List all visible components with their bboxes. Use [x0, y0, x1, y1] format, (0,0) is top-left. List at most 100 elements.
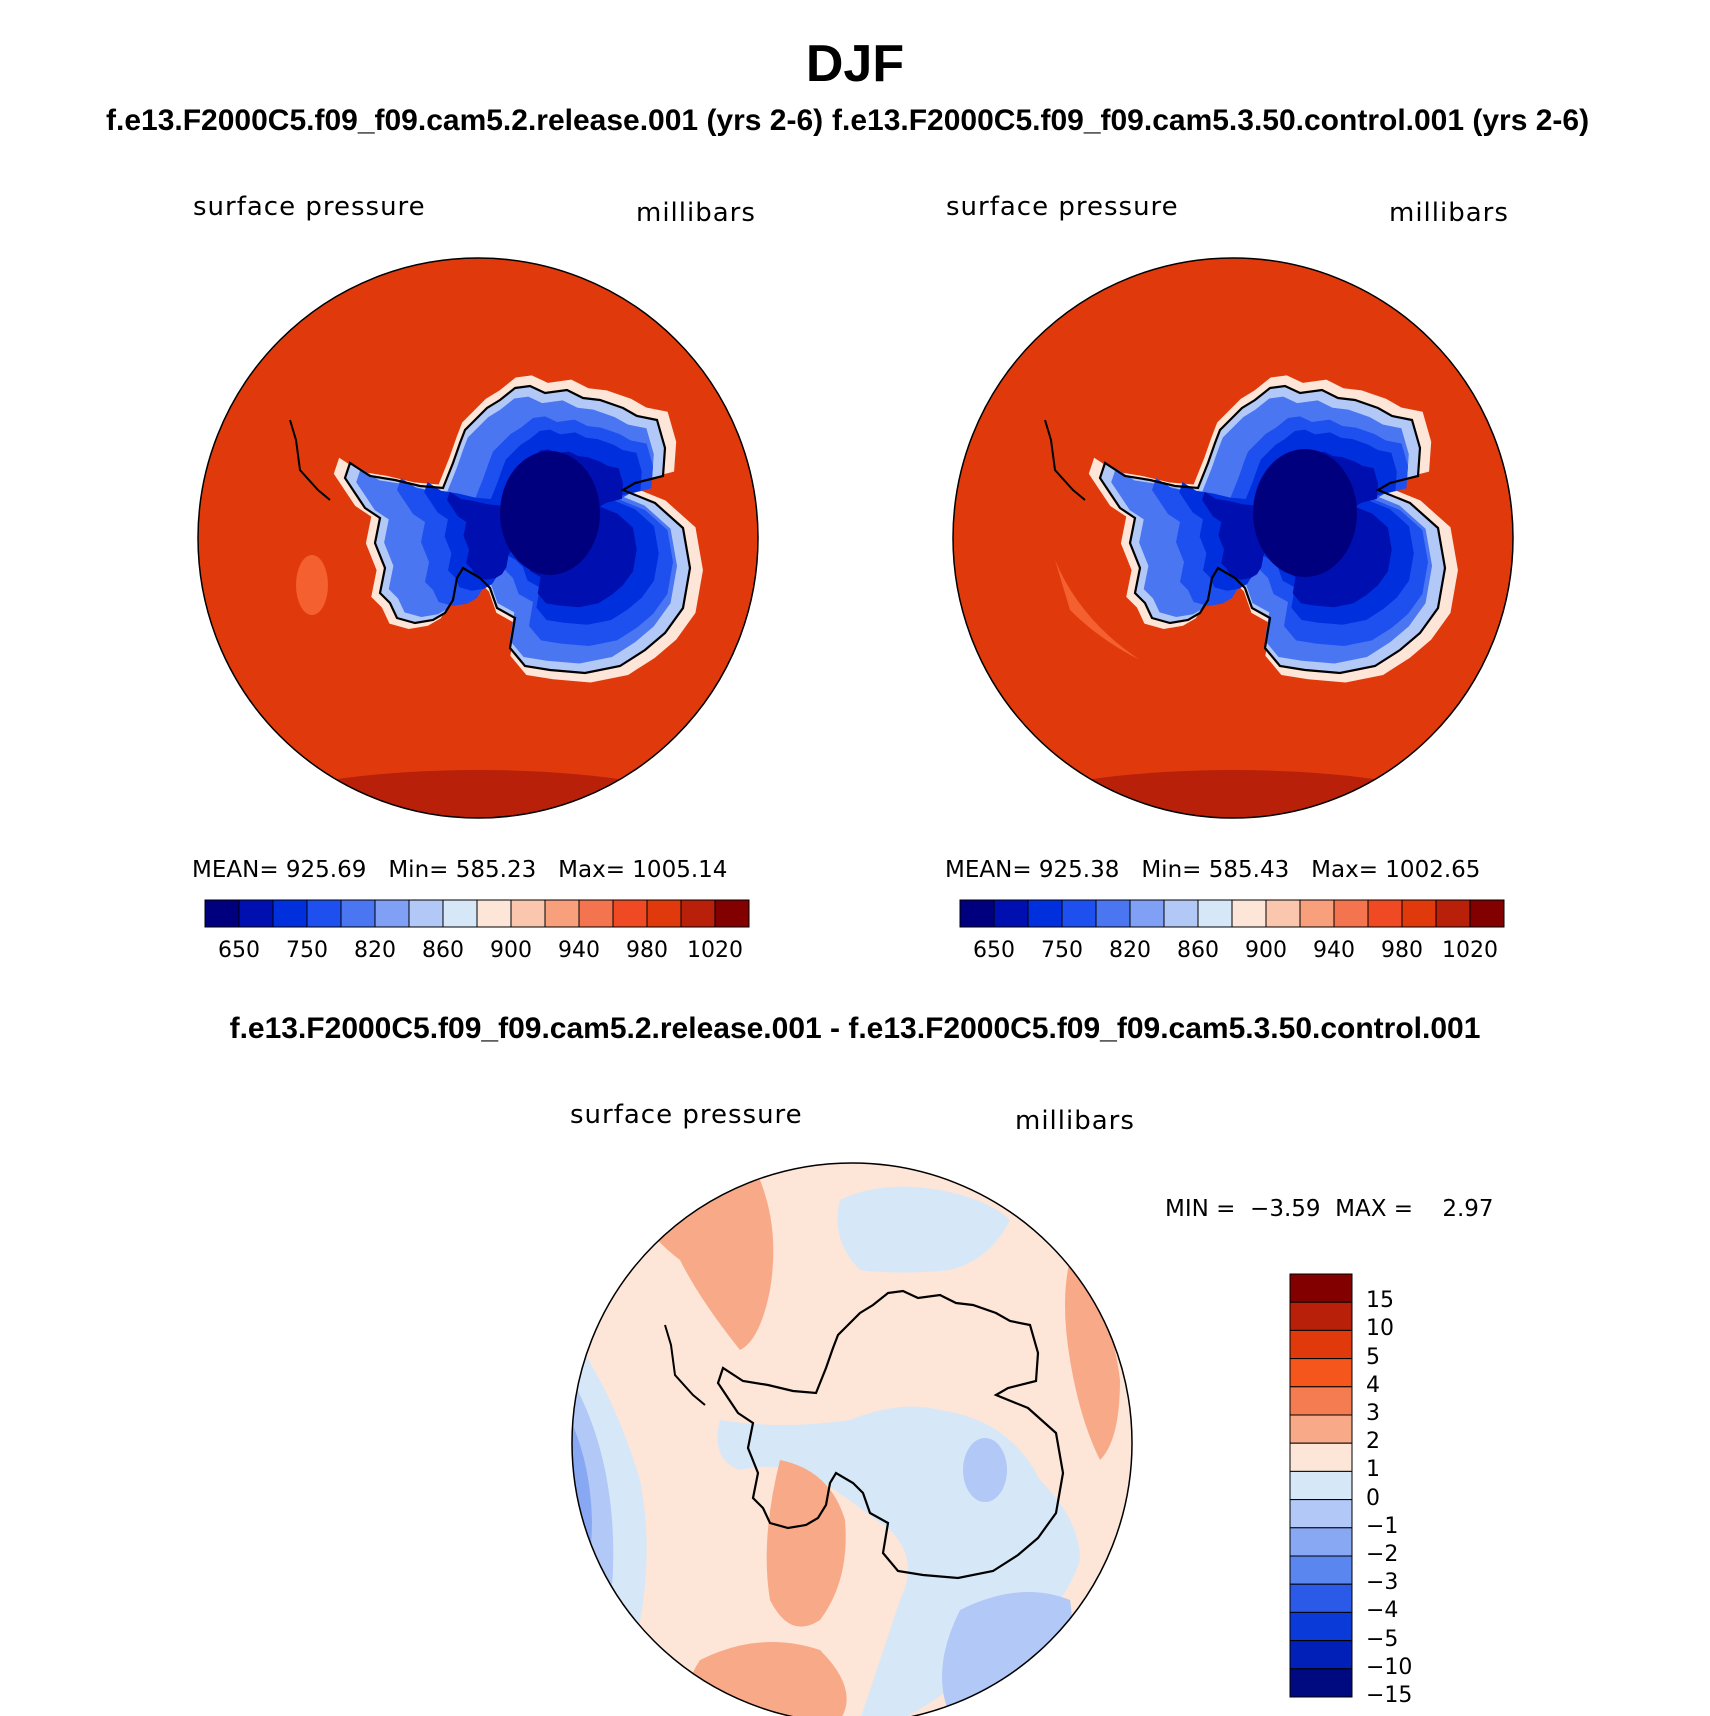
panel-2-min-value: 585.43 — [1208, 857, 1290, 883]
colorbar-tick-label: 1020 — [1442, 938, 1498, 963]
colorbar-swatch — [1095, 899, 1131, 928]
panel-2-plateau-minimum — [1253, 449, 1357, 577]
panel-1-plateau-minimum — [500, 451, 600, 575]
panel-1-peninsula-coast — [289, 419, 331, 501]
colorbar-swatch — [306, 899, 342, 928]
colorbar-tick-label: 15 — [1366, 1288, 1394, 1314]
panel-2-case-title: f.e13.F2000C5.f09_f09.cam5.3.50.control.… — [832, 104, 1590, 137]
panel-1-max-value: 1005.14 — [632, 857, 728, 883]
colorbar-tick-label: 860 — [1177, 938, 1219, 963]
panel-2-min-label: Min= — [1141, 857, 1202, 883]
colorbar-tick-label: 820 — [354, 938, 396, 963]
diff-min-label: MIN = — [1165, 1196, 1236, 1222]
colorbar-tick-label: −4 — [1366, 1598, 1399, 1624]
colorbar-tick-label: 980 — [626, 938, 668, 963]
colorbar-swatch — [272, 899, 308, 928]
panel-2-variable-label: surface pressure — [946, 192, 1179, 222]
colorbar-tick-label: 860 — [422, 938, 464, 963]
panel-2-map — [953, 258, 1513, 818]
colorbar-tick-label: 3 — [1366, 1401, 1380, 1426]
diff-variable-label: surface pressure — [570, 1100, 803, 1130]
colorbar-swatch — [204, 899, 240, 928]
colorbar-swatch — [238, 899, 274, 928]
diff-map — [572, 1163, 1132, 1716]
panel-2-units-label: millibars — [1389, 198, 1509, 228]
colorbar-swatch — [1265, 899, 1301, 928]
figure-title: DJF — [805, 35, 905, 93]
panel-2-max-label: Max= — [1311, 857, 1378, 883]
colorbar-tick-label: 650 — [973, 938, 1015, 963]
panel-1-mean-value: 925.69 — [285, 857, 367, 883]
panel-1-colorbar — [204, 899, 750, 928]
colorbar-swatch — [1163, 899, 1199, 928]
colorbar-swatch — [340, 899, 376, 928]
colorbar-tick-label: 980 — [1381, 938, 1423, 963]
colorbar-swatch — [1469, 899, 1505, 928]
panel-1-max-label: Max= — [558, 857, 625, 883]
panel-1-stats: MEAN= 925.69 Min= 585.23 Max= 1005.14 — [192, 857, 727, 883]
colorbar-swatch — [1289, 1273, 1353, 1303]
colorbar-tick-label: 1 — [1366, 1457, 1380, 1483]
colorbar-swatch — [1061, 899, 1097, 928]
panel-2-mean-value: 925.38 — [1038, 857, 1120, 883]
colorbar-tick-label: −5 — [1366, 1626, 1399, 1652]
colorbar-swatch — [1289, 1640, 1353, 1670]
panel-2-ocean-patch — [1055, 560, 1140, 660]
diff-max-label: MAX = — [1335, 1196, 1414, 1222]
colorbar-tick-label: 940 — [1313, 938, 1355, 963]
colorbar-swatch — [1231, 899, 1267, 928]
colorbar-swatch — [1289, 1470, 1353, 1501]
panel-1-min-value: 585.23 — [455, 857, 537, 883]
colorbar-swatch — [476, 899, 512, 928]
diff-units-label: millibars — [1015, 1106, 1135, 1136]
colorbar-swatch — [1289, 1386, 1353, 1416]
colorbar-swatch — [1289, 1329, 1353, 1360]
colorbar-swatch — [1289, 1301, 1353, 1331]
panel-1-variable-label: surface pressure — [193, 192, 426, 222]
diff-neg-north — [837, 1186, 1010, 1273]
colorbar-swatch — [408, 899, 444, 928]
panel-2-mean-label: MEAN= — [945, 857, 1032, 883]
colorbar-tick-label: 5 — [1366, 1344, 1380, 1370]
diff-min-value: −3.59 — [1250, 1196, 1321, 1222]
colorbar-tick-label: 820 — [1109, 938, 1151, 963]
colorbar-swatch — [714, 899, 750, 928]
diff-map-border — [571, 1162, 1133, 1716]
panel-1-mean-label: MEAN= — [192, 857, 279, 883]
colorbar-swatch — [1299, 899, 1335, 928]
colorbar-tick-label: −10 — [1366, 1654, 1413, 1680]
colorbar-swatch — [1289, 1668, 1353, 1698]
colorbar-tick-label: −1 — [1366, 1513, 1399, 1539]
colorbar-swatch — [1435, 899, 1471, 928]
panel-1-ocean-patch — [296, 555, 328, 615]
colorbar-tick-label: 10 — [1366, 1316, 1394, 1342]
colorbar-swatch — [1027, 899, 1063, 928]
panel-1-map-border — [197, 257, 759, 819]
colorbar-swatch — [1197, 899, 1233, 928]
colorbar-swatch — [646, 899, 682, 928]
colorbar-swatch — [1367, 899, 1403, 928]
colorbar-swatch — [1289, 1414, 1353, 1444]
colorbar-swatch — [1289, 1358, 1353, 1388]
diff-neg-core — [963, 1438, 1007, 1502]
diff-colorbar — [1289, 1273, 1353, 1698]
panel-1-units-label: millibars — [636, 198, 756, 228]
diff-pos-east — [1065, 1260, 1120, 1460]
colorbar-swatch — [1401, 899, 1437, 928]
colorbar-tick-label: 0 — [1366, 1485, 1380, 1511]
colorbar-swatch — [959, 899, 995, 928]
panel-1-case-title: f.e13.F2000C5.f09_f09.cam5.2.release.001… — [106, 104, 824, 137]
panel-2-stats: MEAN= 925.38 Min= 585.43 Max= 1002.65 — [945, 857, 1480, 883]
diff-stats: MIN = −3.59 MAX = 2.97 — [1165, 1196, 1494, 1222]
colorbar-tick-label: 900 — [490, 938, 532, 963]
colorbar-tick-label: 940 — [558, 938, 600, 963]
colorbar-swatch — [1289, 1611, 1353, 1642]
diff-peninsula-coast — [664, 1324, 706, 1406]
diff-neg-southeast — [942, 1592, 1072, 1716]
panel-2-colorbar — [959, 899, 1505, 928]
colorbar-tick-label: 4 — [1366, 1372, 1380, 1398]
colorbar-tick-label: 650 — [218, 938, 260, 963]
colorbar-tick-label: 750 — [1041, 938, 1083, 963]
difference-title: f.e13.F2000C5.f09_f09.cam5.2.release.001… — [229, 1012, 1481, 1045]
